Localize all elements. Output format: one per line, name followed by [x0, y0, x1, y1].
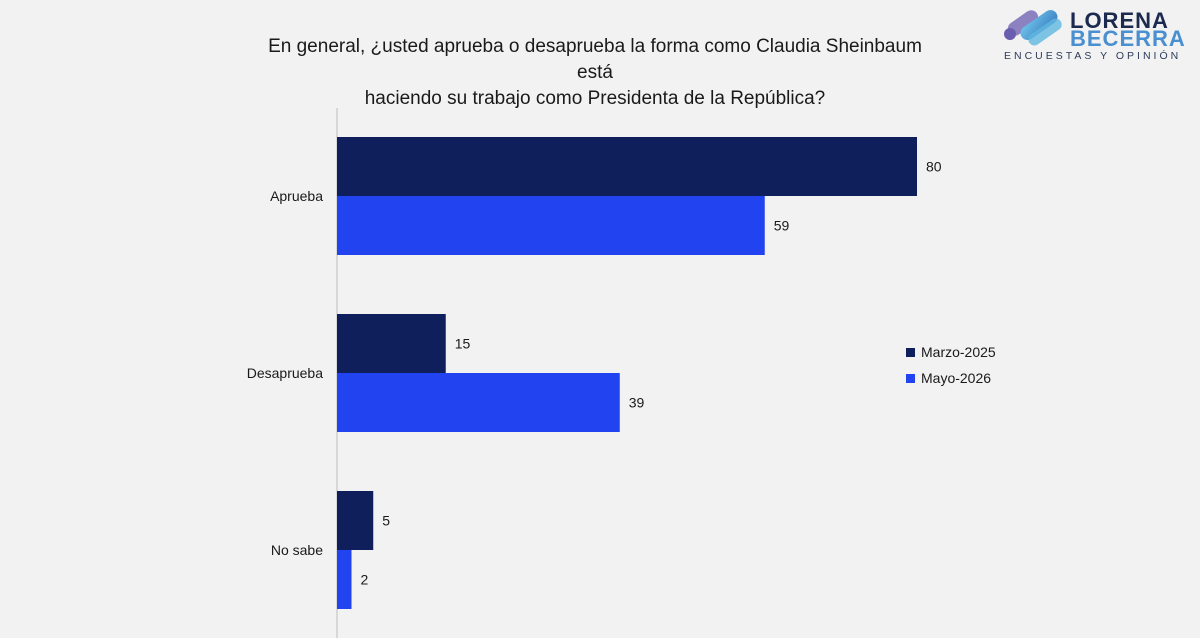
legend-label-series-2: Mayo-2026 — [921, 370, 992, 386]
chart-title-line-1: En general, ¿usted aprueba o desaprueba … — [268, 36, 922, 83]
legend-label-series-1: Marzo-2025 — [921, 344, 996, 360]
logo-text-becerra: BECERRA — [1070, 26, 1186, 51]
company-logo: LORENA BECERRA ENCUESTAS Y OPINIÓN — [1000, 4, 1185, 64]
logo-mark-icon — [1004, 9, 1062, 46]
bar-series-2 — [337, 550, 352, 609]
data-label: 15 — [455, 336, 471, 352]
data-label: 59 — [774, 218, 790, 234]
category-label: Desaprueba — [247, 365, 323, 381]
logo-tagline: ENCUESTAS Y OPINIÓN — [1004, 50, 1182, 62]
logo-text-lorena: LORENA — [1070, 8, 1169, 33]
legend-swatch-series-2 — [906, 373, 915, 383]
data-label: 2 — [361, 572, 369, 588]
data-label: 80 — [926, 159, 942, 175]
chart-title-line-2: haciendo su trabajo como Presidenta de l… — [364, 88, 826, 109]
data-label: 5 — [382, 513, 390, 529]
category-label: No sabe — [271, 542, 323, 558]
chart-legend: Marzo-2025 Mayo-2026 — [906, 339, 996, 391]
data-label: 39 — [629, 395, 645, 411]
legend-item-series-1: Marzo-2025 — [906, 339, 996, 365]
category-label: Aprueba — [270, 188, 323, 204]
legend-swatch-series-1 — [906, 347, 915, 357]
chart-title: En general, ¿usted aprueba o desaprueba … — [250, 34, 940, 112]
bar-series-2 — [337, 196, 765, 255]
bar-series-2 — [337, 373, 620, 432]
bar-series-1 — [337, 491, 374, 550]
legend-item-series-2: Mayo-2026 — [906, 365, 996, 391]
bar-series-1 — [337, 137, 917, 196]
bar-series-1 — [337, 314, 446, 373]
